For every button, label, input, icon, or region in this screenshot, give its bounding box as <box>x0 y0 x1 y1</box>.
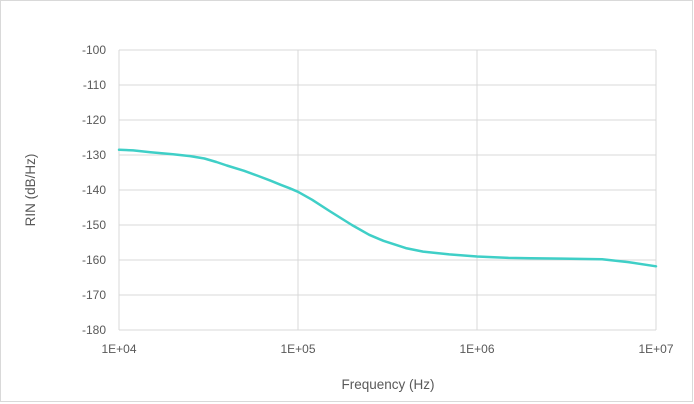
x-tick-label: 1E+07 <box>638 342 673 356</box>
x-tick-label: 1E+06 <box>459 342 494 356</box>
y-tick-label: -110 <box>83 78 106 92</box>
y-tick-label: -170 <box>82 288 106 302</box>
series-layer <box>117 148 658 268</box>
y-tick-label: -150 <box>82 218 106 232</box>
y-tick-label: -160 <box>82 253 106 267</box>
y-tick-label: -130 <box>82 148 106 162</box>
x-axis-title: Frequency (Hz) <box>341 377 434 392</box>
y-tick-label: -180 <box>82 323 106 337</box>
x-tick-label: 1E+04 <box>101 342 136 356</box>
gridlines <box>118 49 657 331</box>
y-axis-title: RIN (dB/Hz) <box>23 154 38 227</box>
y-tick-label: -140 <box>82 183 106 197</box>
rin-series-line <box>117 148 658 268</box>
x-tick-labels: 1E+04 1E+05 1E+06 1E+07 <box>101 342 673 356</box>
x-tick-label: 1E+05 <box>280 342 315 356</box>
y-tick-label: -120 <box>82 113 106 127</box>
y-tick-label: -100 <box>82 43 106 57</box>
y-tick-labels: -100 -110 -120 -130 -140 -150 -160 -170 -180 <box>82 43 106 337</box>
